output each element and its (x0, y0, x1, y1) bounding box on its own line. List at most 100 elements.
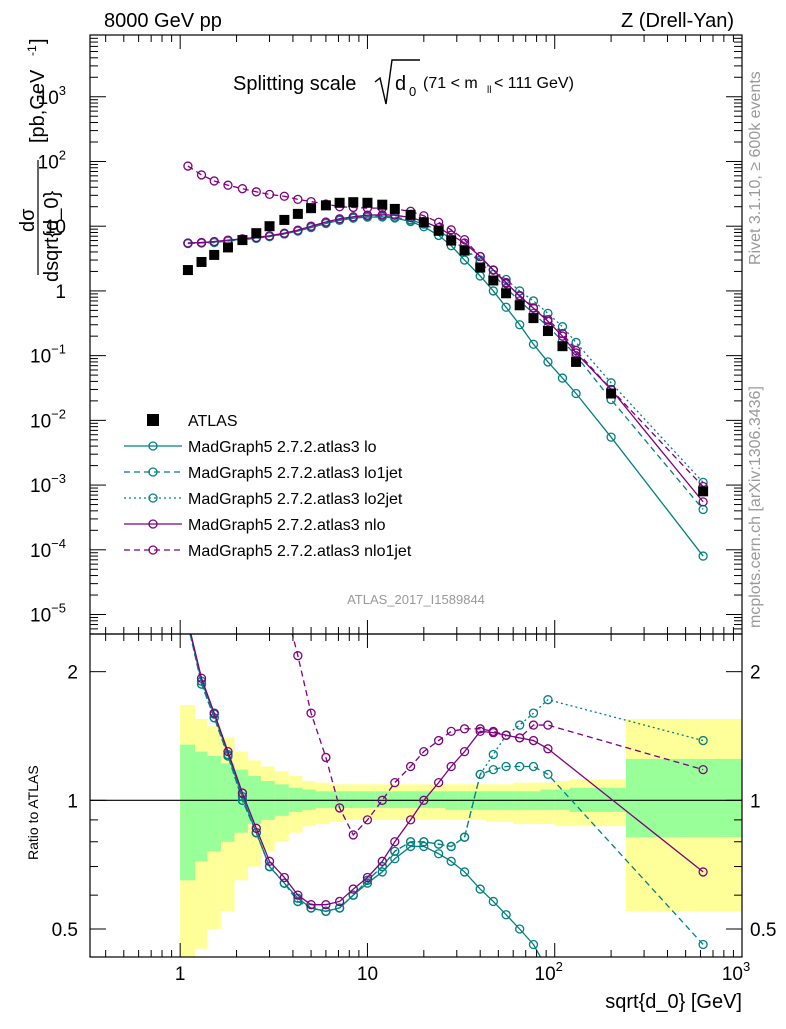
top-point-lo (501, 302, 511, 312)
ratio-point-lo (390, 854, 400, 864)
ratio-point-nlo (528, 735, 539, 746)
band-stat-bin (625, 758, 742, 838)
ratio-point-lo (475, 884, 485, 894)
ratio-point-lo (184, 619, 192, 627)
ratio-point-lo2jet (321, 906, 331, 916)
ratio-point-lo2jet (488, 749, 498, 760)
x-tick-label: 10 (357, 964, 378, 985)
y-tick-label-top: 10−4 (30, 536, 66, 562)
top-point-nlo1jet (557, 328, 568, 339)
top-point-nlo1jet (434, 217, 444, 227)
top-point-nlo (334, 214, 345, 224)
ylabel-den: dsqrt{d_0} (41, 190, 63, 282)
legend-item-nlo1jet: MadGraph5 2.7.2.atlas3 nlo1jet (124, 543, 412, 560)
axes-frames (89, 34, 743, 958)
ratio-point-nlo1jet (280, 599, 288, 607)
top-point-lo (515, 320, 525, 330)
ratio-point-lo2jet (405, 837, 416, 847)
y-tick-label-top: 102 (38, 147, 66, 173)
ratio-point-nlo (237, 788, 248, 798)
band-stat-bin (403, 791, 418, 808)
ratio-point-nlo (475, 726, 485, 737)
legend-marker-data (147, 414, 159, 426)
atlas-data-point (334, 197, 345, 208)
top-point-nlo (698, 497, 708, 507)
legend-marker (148, 545, 158, 555)
ratio-point-nlo (184, 618, 192, 626)
band-stat-bin (554, 789, 570, 810)
top-point-lo2jet (557, 322, 568, 332)
ratio-point-lo1jet (528, 761, 539, 772)
top-point-lo (459, 255, 470, 265)
ratio-point-lo2jet (390, 846, 400, 856)
band-stat-bin (540, 789, 555, 810)
ratio-series-nlo1jet (280, 599, 708, 840)
ylabel-unit-end: ] (27, 38, 49, 44)
atlas-data-point (446, 235, 457, 246)
ylabel-unit: [pb,GeV (27, 69, 49, 143)
top-point-nlo1jet (293, 194, 303, 204)
band-stat-bin (388, 791, 404, 808)
ratio-point-nlo (279, 872, 290, 883)
ratio-point-lo2jet (419, 837, 429, 847)
y-tick-label-top: 10 (45, 217, 66, 238)
y-tick-label-bottom: 0.5 (52, 920, 78, 941)
analysis-id: ATLAS_2017_I1589844 (347, 592, 485, 607)
ratio-point-lo2jet (334, 903, 345, 913)
atlas-data-point (348, 197, 359, 208)
top-point-nlo (209, 236, 219, 247)
top-point-lo2jet (528, 296, 539, 306)
header-left: 8000 GeV pp (104, 10, 222, 32)
top-point-nlo1jet (543, 314, 553, 325)
ratio-line-lo2jet (189, 634, 704, 912)
ratio-point-nlo1jet (515, 733, 525, 743)
ratio-point-nlo (321, 900, 331, 910)
y-tick-label-top: 10−1 (30, 342, 66, 368)
top-point-nlo1jet (264, 189, 275, 200)
legend-item-lo2jet: MadGraph5 2.7.2.atlas3 lo2jet (124, 491, 403, 508)
ratio-point-lo (459, 867, 470, 877)
top-point-nlo (306, 221, 316, 231)
band-stat-bin (302, 789, 316, 810)
ratio-point-lo (501, 910, 511, 920)
ylabel-unit-sup: -1 (25, 45, 39, 56)
top-point-lo2jet (571, 337, 581, 348)
atlas-data-point (306, 203, 317, 214)
top-point-nlo (362, 210, 373, 220)
ratio-point-nlo (390, 837, 400, 847)
band-stat-bin (234, 769, 248, 833)
atlas-data-point (571, 356, 582, 367)
atlas-data-point (488, 275, 499, 286)
ratio-point-lo1jet (501, 761, 511, 772)
y-axis-label-bottom: Ratio to ATLAS (25, 765, 41, 860)
top-series-nlo (183, 210, 708, 507)
atlas-data-point (320, 200, 331, 211)
band-stat-bin (358, 791, 376, 808)
band-stat-bin (431, 791, 446, 808)
ratio-point-lo1jet (515, 761, 525, 772)
legend-marker (148, 441, 158, 451)
y-tick-label-top: 10−3 (30, 471, 66, 497)
ratio-line-lo1jet (189, 634, 704, 945)
ratio-point-lo2jet (446, 841, 456, 852)
ratio-point-nlo (459, 746, 470, 757)
top-point-nlo (321, 217, 331, 227)
atlas-data-point (433, 225, 444, 236)
ratio-point-nlo1jet (528, 720, 539, 730)
axis-ticks: 1 10 102 10310−510−410−310−210−11101021030.… (30, 34, 776, 985)
ratio-point-nlo (209, 708, 219, 718)
header-right: Z (Drell-Yan) (621, 10, 734, 32)
plot-title-sub: 0 (409, 84, 416, 99)
ratio-point-nlo (446, 761, 456, 772)
plot-title-range-sub: ll (487, 85, 491, 96)
top-point-nlo1jet (237, 184, 248, 194)
legend: ATLAS MadGraph5 2.7.2.atlas3 lo MadGraph5 … (124, 413, 412, 560)
ratio-point-lo2jet (237, 795, 248, 805)
band-stat-bin (194, 751, 208, 862)
ratio-point-lo2jet (515, 720, 525, 730)
top-point-nlo1jet (528, 303, 539, 313)
top-point-lo (488, 286, 498, 296)
y-tick-label-bottom-right: 2 (750, 663, 761, 684)
ratio-point-lo1jet (698, 939, 708, 950)
ratio-point-lo2jet (698, 735, 708, 746)
